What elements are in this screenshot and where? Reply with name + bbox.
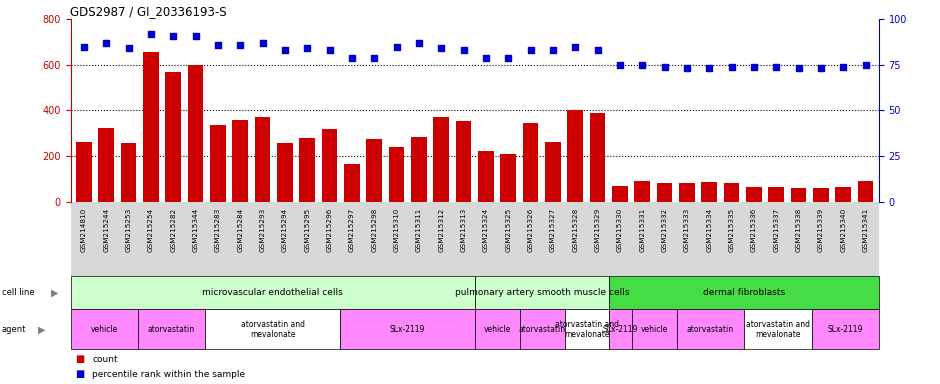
Point — [501, 55, 516, 61]
Bar — [634, 181, 650, 202]
Point — [433, 45, 448, 51]
Point — [545, 47, 560, 53]
Bar — [768, 187, 784, 202]
Bar — [813, 188, 829, 202]
Point — [791, 65, 806, 71]
Bar — [612, 185, 628, 202]
Point — [367, 55, 382, 61]
Text: vehicle: vehicle — [483, 325, 510, 334]
Point — [590, 47, 605, 53]
Bar — [277, 144, 292, 202]
Point — [76, 43, 91, 50]
Point — [99, 40, 114, 46]
Text: cell line: cell line — [2, 288, 35, 297]
Point — [634, 62, 650, 68]
Bar — [165, 72, 181, 202]
Point — [211, 42, 226, 48]
Bar — [232, 119, 248, 202]
Text: SLx-2119: SLx-2119 — [390, 325, 425, 334]
Point — [389, 43, 404, 50]
Point — [813, 65, 828, 71]
Bar — [545, 142, 560, 202]
Bar — [701, 182, 717, 202]
Text: atorvastatin: atorvastatin — [148, 325, 196, 334]
Point — [701, 65, 716, 71]
Bar — [657, 184, 672, 202]
Text: ▶: ▶ — [51, 288, 58, 298]
Text: atorvastatin and
mevalonate: atorvastatin and mevalonate — [745, 319, 810, 339]
Text: count: count — [92, 354, 118, 364]
Bar — [500, 154, 516, 202]
Point — [769, 64, 784, 70]
Point — [121, 45, 136, 51]
Text: atorvastatin and
mevalonate: atorvastatin and mevalonate — [241, 319, 305, 339]
Point — [858, 62, 873, 68]
Bar — [300, 138, 315, 202]
Bar — [791, 188, 807, 202]
Point — [612, 62, 627, 68]
Text: atorvastatin: atorvastatin — [519, 325, 566, 334]
Text: atorvastatin: atorvastatin — [687, 325, 734, 334]
Text: ■: ■ — [75, 354, 85, 364]
Bar — [143, 52, 159, 202]
Text: agent: agent — [2, 325, 26, 334]
Text: ▶: ▶ — [38, 324, 45, 334]
Point — [344, 55, 359, 61]
Text: atorvastatin and
mevalonate: atorvastatin and mevalonate — [555, 319, 619, 339]
Text: vehicle: vehicle — [641, 325, 668, 334]
Bar — [478, 151, 494, 202]
Bar — [568, 111, 583, 202]
Bar — [836, 187, 851, 202]
Text: GDS2987 / GI_20336193-S: GDS2987 / GI_20336193-S — [70, 5, 227, 18]
Point — [188, 33, 203, 39]
Bar — [76, 142, 92, 202]
Bar — [411, 137, 427, 202]
Bar — [188, 65, 203, 202]
Bar — [255, 117, 271, 202]
Bar — [210, 125, 226, 202]
Point — [836, 64, 851, 70]
Text: SLx-2119: SLx-2119 — [603, 325, 638, 334]
Point — [144, 31, 159, 37]
Bar — [523, 123, 539, 202]
Text: vehicle: vehicle — [90, 325, 118, 334]
Text: ■: ■ — [75, 369, 85, 379]
Point — [233, 42, 248, 48]
Text: dermal fibroblasts: dermal fibroblasts — [703, 288, 785, 297]
Bar — [456, 121, 471, 202]
Bar — [120, 144, 136, 202]
Point — [568, 43, 583, 50]
Text: pulmonary artery smooth muscle cells: pulmonary artery smooth muscle cells — [455, 288, 629, 297]
Point — [724, 64, 739, 70]
Bar — [367, 139, 382, 202]
Point — [165, 33, 180, 39]
Point — [680, 65, 695, 71]
Text: microvascular endothelial cells: microvascular endothelial cells — [202, 288, 343, 297]
Bar — [344, 164, 360, 202]
Bar — [389, 147, 404, 202]
Bar — [589, 113, 605, 202]
Point — [523, 47, 538, 53]
Bar — [679, 184, 695, 202]
Bar — [724, 184, 740, 202]
Bar — [99, 127, 114, 202]
Bar — [433, 117, 449, 202]
Point — [300, 45, 315, 51]
Point — [412, 40, 427, 46]
Text: percentile rank within the sample: percentile rank within the sample — [92, 370, 245, 379]
Text: SLx-2119: SLx-2119 — [827, 325, 863, 334]
Point — [657, 64, 672, 70]
Point — [456, 47, 471, 53]
Bar — [746, 187, 761, 202]
Bar — [321, 129, 337, 202]
Point — [277, 47, 292, 53]
Point — [478, 55, 494, 61]
Bar — [857, 181, 873, 202]
Point — [322, 47, 337, 53]
Point — [746, 64, 761, 70]
Point — [255, 40, 270, 46]
